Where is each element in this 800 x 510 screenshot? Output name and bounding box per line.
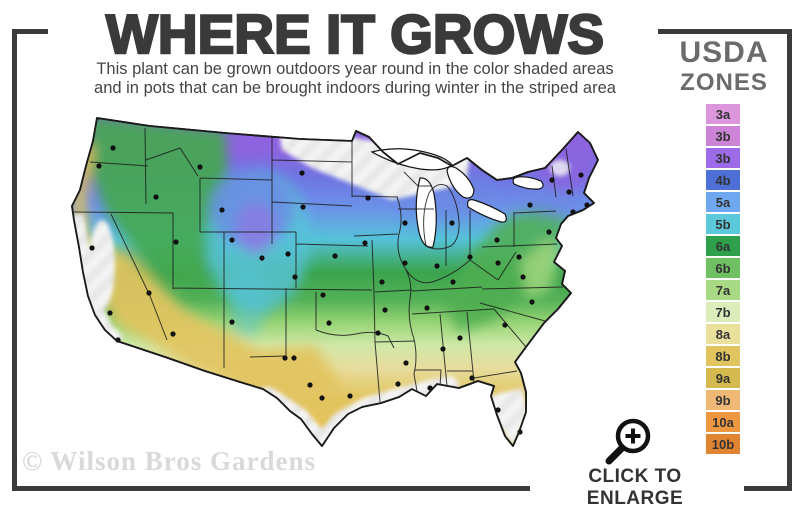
city-dot <box>299 170 305 176</box>
city-dot <box>173 239 179 245</box>
frame-bottom-right-segment <box>744 486 792 491</box>
city-dot <box>502 322 508 328</box>
city-dot <box>457 335 463 341</box>
zone-chip-6a: 6a <box>706 236 740 256</box>
zone-chip-7a: 7a <box>706 280 740 300</box>
frame-left <box>12 29 17 491</box>
zone-chip-10a: 10a <box>706 412 740 432</box>
city-dot <box>110 145 116 151</box>
city-dot <box>326 320 332 326</box>
city-dot <box>375 330 381 336</box>
city-dot <box>379 279 385 285</box>
city-dot <box>494 237 500 243</box>
zone-chip-4b: 4b <box>706 170 740 190</box>
city-dot <box>467 254 473 260</box>
zone-chip-3b: 3b <box>706 126 740 146</box>
city-dot <box>450 279 456 285</box>
city-dot <box>107 310 113 316</box>
frame-top-right-segment <box>658 29 792 34</box>
city-dot <box>365 195 371 201</box>
city-dot <box>520 274 526 280</box>
subtitle-line-1: This plant can be grown outdoors year ro… <box>96 60 614 78</box>
city-dot <box>382 307 388 313</box>
city-dot <box>96 163 102 169</box>
city-dot <box>403 360 409 366</box>
city-dot <box>197 164 203 170</box>
city-dot <box>516 254 522 260</box>
city-dot <box>291 355 297 361</box>
zone-chip-3a: 3a <box>706 104 740 124</box>
city-dot <box>153 194 159 200</box>
city-dot <box>229 237 235 243</box>
page-title: WHERE IT GROWS <box>105 2 605 66</box>
city-dot <box>282 355 288 361</box>
city-dot <box>578 172 584 178</box>
frame-right <box>787 29 792 491</box>
zone-chip-9a: 9a <box>706 368 740 388</box>
zone-legend: 3a 3b 3b 4b 5a 5b 6a 6b 7a 7b 8a 8b 9a 9b 10a 10b <box>706 104 740 456</box>
city-dot <box>424 305 430 311</box>
zone-chip-8b: 8b <box>706 346 740 366</box>
city-dot <box>292 274 298 280</box>
city-dot <box>146 290 152 296</box>
zone-chip-5b: 5b <box>706 214 740 234</box>
city-dot <box>434 263 440 269</box>
zone-chip-8a: 8a <box>706 324 740 344</box>
city-dot <box>469 375 475 381</box>
zone-chip-5a: 5a <box>706 192 740 212</box>
zone-chip-7b: 7b <box>706 302 740 322</box>
city-dot <box>347 393 353 399</box>
city-dot <box>527 202 533 208</box>
zone-chip-3b: 3b <box>706 148 740 168</box>
city-dot <box>566 189 572 195</box>
legend-heading-usda: USDA <box>679 36 769 69</box>
city-dot <box>307 382 313 388</box>
city-dot <box>319 395 325 401</box>
city-dot <box>549 177 555 183</box>
city-dot <box>300 204 306 210</box>
zone-chip-9b: 9b <box>706 390 740 410</box>
city-dot <box>362 240 368 246</box>
city-dot <box>495 260 501 266</box>
city-dot <box>449 220 455 226</box>
city-dot <box>529 299 535 305</box>
frame-bottom-left-segment <box>12 486 530 491</box>
city-dot <box>229 319 235 325</box>
city-dot <box>332 253 338 259</box>
frame-top-left-segment <box>12 29 48 34</box>
city-dot <box>395 381 401 387</box>
city-dot <box>320 292 326 298</box>
click-to-enlarge-button[interactable]: CLICK TO ENLARGE <box>586 466 684 509</box>
legend-heading-zones: ZONES <box>680 69 768 96</box>
zone-chip-10b: 10b <box>706 434 740 454</box>
city-dot <box>259 255 265 261</box>
city-dot <box>402 260 408 266</box>
legend-heading: USDA ZONES <box>664 38 784 95</box>
subtitle-line-2: and in pots that can be brought indoors … <box>94 79 616 97</box>
zone-chip-6b: 6b <box>706 258 740 278</box>
city-dot <box>219 207 225 213</box>
city-dot <box>89 245 95 251</box>
city-dot <box>285 251 291 257</box>
great-lakes <box>370 148 544 248</box>
coastline <box>71 117 599 447</box>
watermark: © Wilson Bros Gardens <box>22 446 316 476</box>
city-dots <box>89 145 590 435</box>
magnifier-plus-icon[interactable] <box>600 410 660 472</box>
page-subtitle: This plant can be grown outdoors year ro… <box>0 60 710 98</box>
city-dot <box>402 220 408 226</box>
city-dot <box>440 346 446 352</box>
city-dot <box>546 229 552 235</box>
city-dot <box>170 331 176 337</box>
